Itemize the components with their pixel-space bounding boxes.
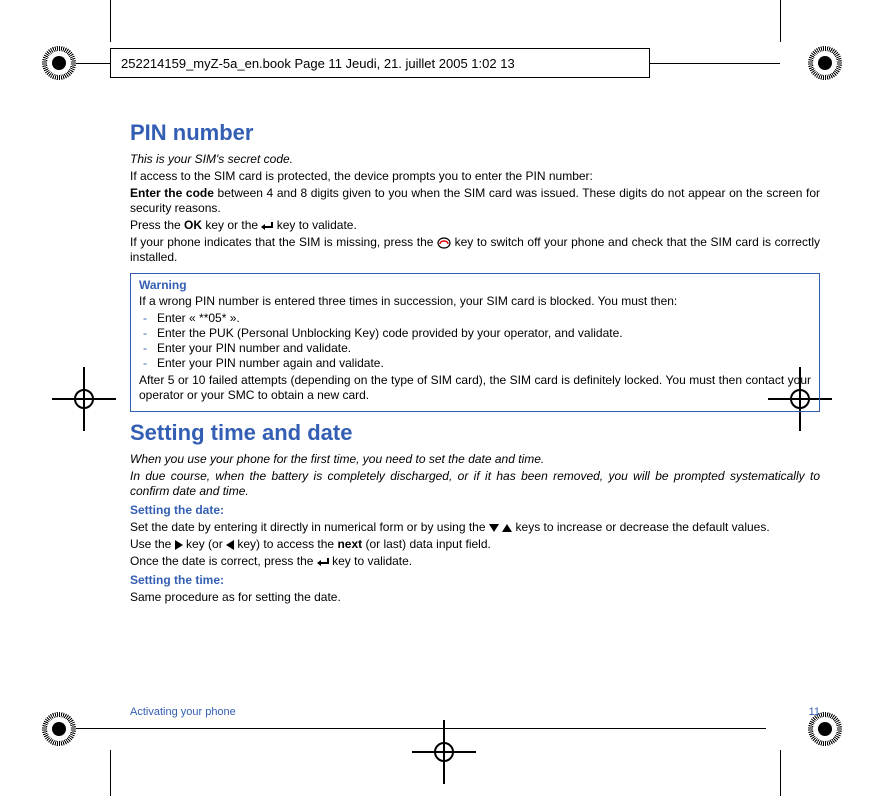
warning-bullet: Enter your PIN number and validate. [139,341,811,356]
setdate-p1-post: keys to increase or decrease the default… [512,520,769,534]
setdate-p1: Set the date by entering it directly in … [130,520,820,535]
setdate-p2-mid: key (or [183,537,226,551]
crop-line [780,0,781,42]
warning-bullet: Enter the PUK (Personal Unblocking Key) … [139,326,811,341]
page-header-box: 252214159_myZ-5a_en.book Page 11 Jeudi, … [110,48,650,78]
ok-key-label: OK [184,218,202,232]
settime-p1: Same procedure as for setting the date. [130,590,820,605]
right-arrow-icon [175,540,183,550]
warning-line1: If a wrong PIN number is entered three t… [139,294,811,309]
setdate-p3: Once the date is correct, press the key … [130,554,820,569]
warning-bullet: Enter « **05* ». [139,311,811,326]
subheading-setting-date: Setting the date: [130,503,820,518]
registration-mark-left [70,385,98,413]
setdate-p2-post: (or last) data input field. [362,537,491,551]
pin-p4-pre: If your phone indicates that the SIM is … [130,235,437,249]
pin-p3-post: key to validate. [273,218,356,232]
header-text: 252214159_myZ-5a_en.book Page 11 Jeudi, … [121,56,515,71]
crop-line [76,63,110,64]
warning-after: After 5 or 10 failed attempts (depending… [139,373,811,403]
pin-p1: If access to the SIM card is protected, … [130,169,820,184]
down-left-arrow-icon [317,557,329,567]
pin-p3-mid: key or the [202,218,261,232]
pin-p4: If your phone indicates that the SIM is … [130,235,820,265]
page-content: PIN number This is your SIM's secret cod… [130,120,820,607]
down-arrow-icon [489,524,499,532]
footer-section-label: Activating your phone [130,706,236,718]
pin-p2-post: between 4 and 8 digits given to you when… [130,186,820,215]
settime-intro2: In due course, when the battery is compl… [130,469,820,499]
setdate-p2-pre: Use the [130,537,175,551]
warning-bullet: Enter your PIN number again and validate… [139,356,811,371]
power-key-icon [437,237,451,249]
registration-mark-bottom [430,738,458,766]
warning-bullets: Enter « **05* ». Enter the PUK (Personal… [139,311,811,371]
crop-mark-top-right [808,46,842,80]
heading-pin-number: PIN number [130,120,820,146]
crop-line [110,0,111,42]
warning-box: Warning If a wrong PIN number is entered… [130,273,820,412]
left-arrow-icon [226,540,234,550]
up-arrow-icon [502,524,512,532]
crop-mark-top-left [42,46,76,80]
pin-p3-pre: Press the [130,218,184,232]
setdate-p2-mid2: key) to access the [234,537,337,551]
setdate-p2: Use the key (or key) to access the next … [130,537,820,552]
setdate-p1-pre: Set the date by entering it directly in … [130,520,489,534]
crop-line [780,750,781,796]
crop-line [76,728,766,729]
pin-p3: Press the OK key or the key to validate. [130,218,820,233]
page-footer: Activating your phone 11 [130,706,820,718]
enter-code-label: Enter the code [130,186,214,200]
settime-intro1: When you use your phone for the first ti… [130,452,820,467]
crop-mark-bottom-left [42,712,76,746]
setdate-p3-pre: Once the date is correct, press the [130,554,317,568]
pin-p2: Enter the code between 4 and 8 digits gi… [130,186,820,216]
crop-line [110,750,111,796]
next-label: next [337,537,362,551]
pin-intro: This is your SIM's secret code. [130,152,820,167]
crop-line [650,63,780,64]
page-number: 11 [809,706,820,718]
warning-title: Warning [139,278,811,292]
down-left-arrow-icon [261,221,273,231]
heading-setting-time-date: Setting time and date [130,420,820,446]
setdate-p3-post: key to validate. [329,554,412,568]
subheading-setting-time: Setting the time: [130,573,820,588]
